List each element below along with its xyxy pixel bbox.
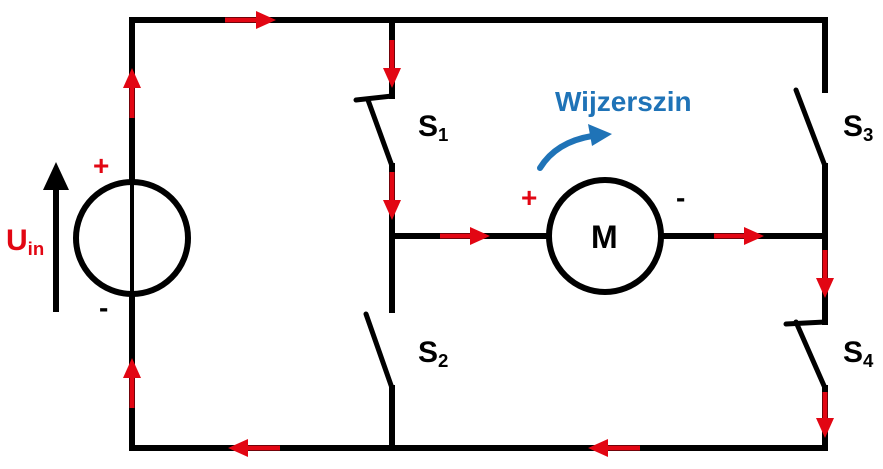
switch-s1-blade <box>365 97 395 169</box>
wire-source-top <box>129 17 828 183</box>
voltage-arrow-head <box>43 162 69 190</box>
rotation-label: Wijzerszin <box>555 86 692 117</box>
current-arrow-source-bottom-up <box>123 358 141 408</box>
current-arrow-s1-bottom-down <box>383 172 401 220</box>
rotation-arrow-head <box>588 124 612 146</box>
source-label-sub: in <box>27 238 45 260</box>
current-arrow-s4-bottom-down <box>816 392 834 438</box>
source-plus-sign: + <box>93 150 110 181</box>
source-label: Uin <box>6 226 44 259</box>
current-arrow-bottom-left-left <box>228 439 280 457</box>
source-minus-sign: - <box>99 292 109 323</box>
switch-s4-label: S4 <box>843 336 874 372</box>
motor-symbol <box>546 177 664 295</box>
switch-s1-contact <box>353 93 395 103</box>
rotation-arrow-curve <box>537 133 595 171</box>
current-arrow-s4-top-down <box>816 250 834 298</box>
current-arrow-from-motor <box>714 227 764 245</box>
current-arrow-bottom-right-left <box>588 439 640 457</box>
switch-s3-label: S3 <box>843 110 874 146</box>
current-arrow-s1-top-down <box>383 40 401 88</box>
source-label-main: U <box>6 224 28 257</box>
current-arrow-source-top-up <box>123 68 141 118</box>
switch-s2-blade <box>363 311 395 391</box>
motor-minus-sign: - <box>676 182 686 213</box>
switch-s4-contact <box>783 319 828 327</box>
switch-s1-label: S1 <box>418 110 449 146</box>
motor-label: M <box>591 219 618 255</box>
switch-s2-label: S2 <box>418 336 449 372</box>
current-arrow-top-right <box>225 11 276 29</box>
switch-s4-blade <box>793 319 828 391</box>
wire-source-bottom <box>129 292 828 451</box>
motor-plus-sign: + <box>521 182 538 213</box>
current-arrow-to-motor <box>440 227 490 245</box>
switch-s3-blade <box>793 87 828 169</box>
